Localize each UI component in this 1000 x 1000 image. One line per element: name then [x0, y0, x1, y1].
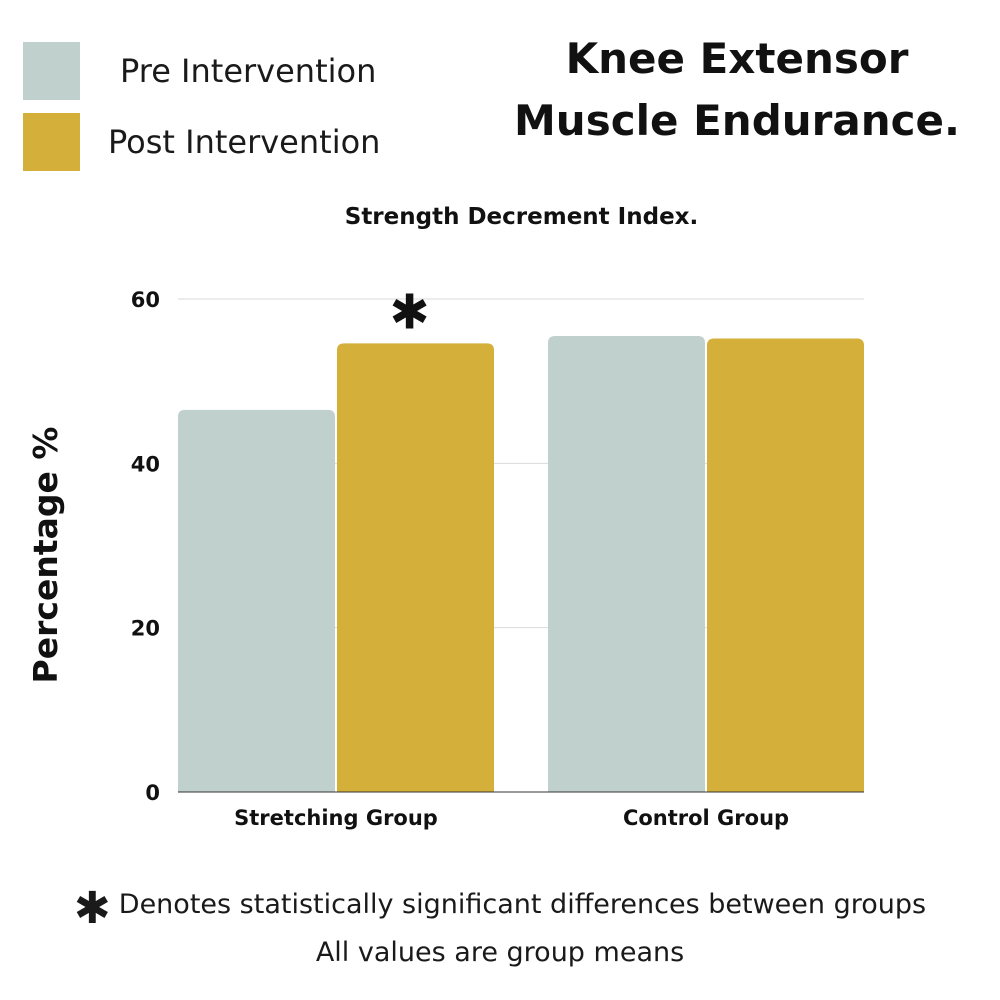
legend-item-pre: Pre Intervention: [23, 42, 376, 100]
significance-asterisk: ✱: [389, 284, 429, 340]
y-tick-label: 60: [131, 288, 160, 312]
y-tick-label: 40: [131, 452, 160, 476]
bar-control-group-post-intervention: [707, 338, 864, 792]
bar-control-group-pre-intervention: [548, 335, 705, 792]
legend-label-post: Post Intervention: [108, 123, 381, 161]
x-tick-label: Control Group: [623, 806, 789, 830]
x-tick-label: Stretching Group: [234, 806, 438, 830]
bar-stretching-group-pre-intervention: [178, 409, 335, 792]
footnote-means: All values are group means: [315, 937, 685, 968]
chart-title: Knee Extensor Muscle Endurance.: [502, 28, 972, 152]
bar-stretching-group-post-intervention: [337, 343, 494, 792]
legend-item-post: Post Intervention: [23, 113, 380, 171]
chart-subtitle: Strength Decrement Index.: [344, 204, 699, 230]
footnote-significance-text: Denotes statistically significant differ…: [118, 889, 927, 920]
asterisk-icon: ✱: [73, 883, 111, 934]
y-axis-label: Percentage %: [26, 427, 65, 684]
footnote-significance: ✱ Denotes statistically significant diffe…: [0, 883, 1000, 934]
y-tick-label: 20: [131, 617, 160, 641]
legend-swatch-pre: [23, 42, 80, 100]
legend-swatch-post: [23, 113, 80, 171]
chart-title-line-1: Knee Extensor: [565, 34, 909, 83]
y-tick-label: 0: [145, 781, 160, 805]
chart-title-line-2: Muscle Endurance.: [514, 96, 960, 145]
legend-label-pre: Pre Intervention: [120, 52, 377, 90]
